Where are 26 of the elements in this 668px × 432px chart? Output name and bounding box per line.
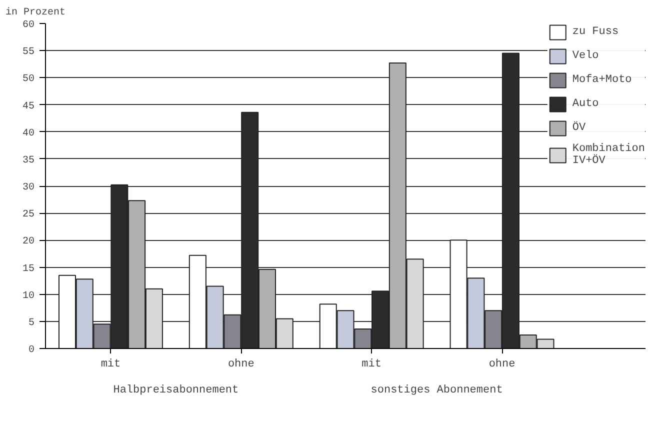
y-tick-label: 25 (22, 210, 35, 221)
text: sonstiges Abonnement (370, 384, 503, 396)
legend-label: Kombination IV+ÖV (572, 143, 645, 167)
y-tick-label: 20 (22, 236, 35, 248)
legend-label: zu Fuss (572, 26, 619, 38)
y-tick-label: 40 (22, 128, 35, 140)
legend-label: Auto (572, 98, 599, 110)
y-tick-label: 60 (22, 20, 35, 31)
y-tick-label: 35 (22, 155, 35, 166)
text: Halbpreisabonnement (113, 384, 239, 396)
y-axis-title: in Prozent (6, 6, 66, 18)
x-tick-label: mit (100, 358, 121, 370)
y-tick-label: 10 (22, 290, 35, 302)
y-tick-label: 55 (22, 47, 35, 58)
x-tick-label: ohne (488, 358, 516, 370)
y-tick-label: 0 (28, 345, 35, 356)
y-tick-label: 30 (22, 182, 35, 194)
x-tick-label: ohne (228, 358, 254, 370)
y-tick-label: 15 (22, 264, 35, 275)
y-tick-label: 45 (22, 101, 35, 112)
y-tick-label: 5 (28, 318, 35, 329)
legend-label: ÖV (572, 122, 587, 134)
y-tick-label: 50 (22, 74, 35, 86)
x-tick-label: mit (362, 358, 382, 370)
legend-label: Mofa+Moto (572, 74, 632, 86)
legend-label: Velo (572, 50, 599, 62)
